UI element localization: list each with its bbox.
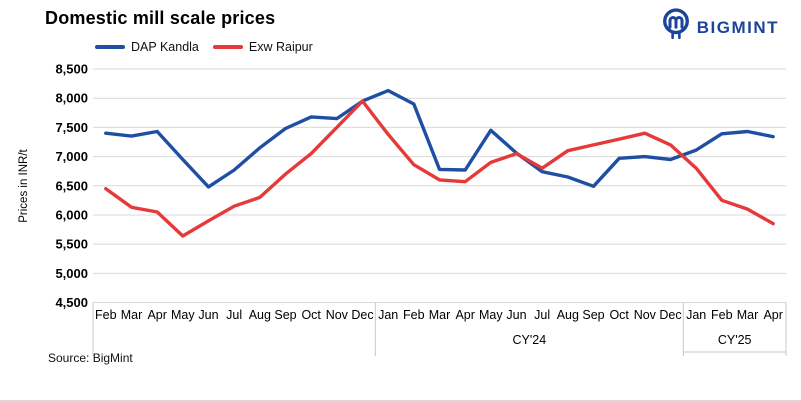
- x-tick-label: Dec: [659, 308, 681, 322]
- x-group-label: CY'25: [718, 333, 752, 347]
- legend-label: Exw Raipur: [248, 40, 313, 54]
- x-tick-label: Apr: [147, 308, 166, 322]
- x-tick-label: May: [171, 308, 195, 322]
- legend-item-exw-raipur: Exw Raipur: [212, 40, 313, 54]
- x-tick-label: Feb: [95, 308, 117, 322]
- y-tick-label: 5,000: [55, 266, 88, 281]
- x-tick-label: Jul: [226, 308, 242, 322]
- y-tick-label: 8,500: [55, 62, 88, 77]
- x-tick-label: Jan: [686, 308, 706, 322]
- x-tick-label: Feb: [711, 308, 733, 322]
- bigmint-logo-icon: [661, 7, 691, 48]
- legend-label: DAP Kandla: [131, 40, 199, 54]
- legend-swatch-blue: [95, 44, 125, 50]
- bigmint-logo: BIGMINT: [661, 7, 779, 48]
- y-tick-label: 5,500: [55, 237, 88, 252]
- x-tick-label: Apr: [763, 308, 782, 322]
- x-tick-label: May: [479, 308, 503, 322]
- y-tick-label: 8,000: [55, 91, 88, 106]
- x-tick-label: Mar: [737, 308, 759, 322]
- y-tick-label: 7,500: [55, 120, 88, 135]
- chart-legend: DAP Kandla Exw Raipur: [95, 40, 313, 54]
- x-tick-label: Apr: [455, 308, 474, 322]
- legend-swatch-red: [212, 44, 243, 50]
- x-tick-label: Oct: [301, 308, 321, 322]
- legend-item-dap-kandla: DAP Kandla: [95, 40, 199, 54]
- x-tick-label: Jun: [506, 308, 526, 322]
- x-tick-label: Nov: [326, 308, 349, 322]
- x-tick-label: Sep: [582, 308, 604, 322]
- x-tick-label: Jun: [198, 308, 218, 322]
- x-tick-label: Jan: [378, 308, 398, 322]
- bigmint-logo-text: BIGMINT: [696, 17, 779, 37]
- series-line-exw-raipur: [104, 99, 775, 238]
- x-tick-label: Dec: [351, 308, 373, 322]
- series-line-dap-kandla: [104, 88, 775, 189]
- x-tick-label: Aug: [557, 308, 579, 322]
- source-note: Source: BigMint: [48, 351, 133, 365]
- x-tick-label: Sep: [274, 308, 296, 322]
- chart-title: Domestic mill scale prices: [45, 8, 276, 28]
- y-tick-label: 6,000: [55, 207, 88, 222]
- x-tick-label: Jul: [534, 308, 550, 322]
- x-group-label: CY'24: [513, 333, 547, 347]
- x-tick-label: Aug: [249, 308, 271, 322]
- x-tick-label: Mar: [429, 308, 451, 322]
- x-tick-label: Feb: [403, 308, 425, 322]
- y-tick-label: 4,500: [55, 295, 88, 310]
- x-tick-label: Mar: [121, 308, 143, 322]
- x-tick-label: Oct: [609, 308, 629, 322]
- x-tick-label: Nov: [634, 308, 657, 322]
- y-axis-title: Prices in INR/t: [18, 148, 30, 222]
- y-tick-label: 7,000: [55, 149, 88, 164]
- y-tick-label: 6,500: [55, 178, 88, 193]
